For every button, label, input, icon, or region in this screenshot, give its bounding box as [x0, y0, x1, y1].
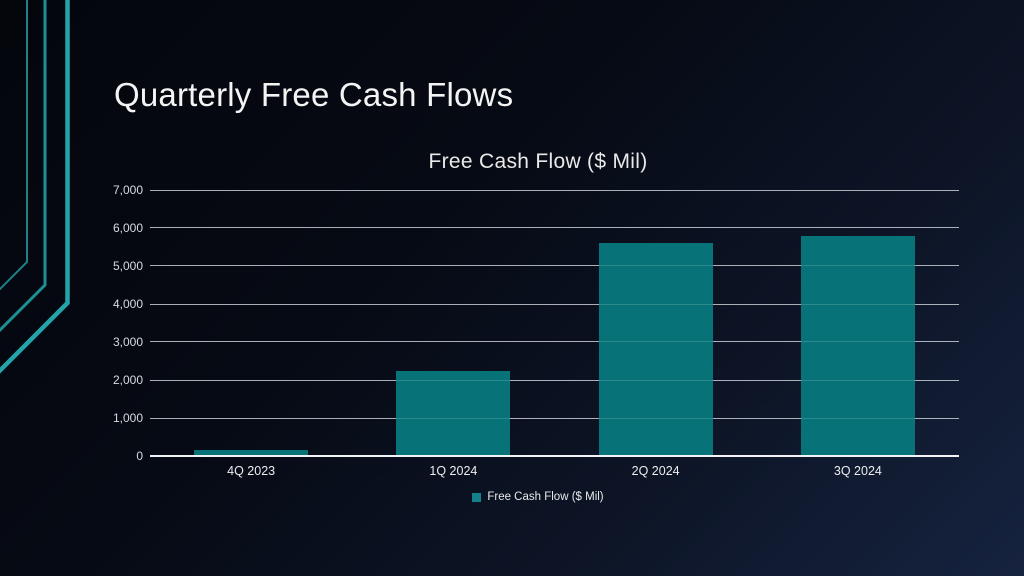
gridline	[150, 227, 959, 229]
legend: Free Cash Flow ($ Mil)	[110, 491, 966, 503]
y-tick-label: 1,000	[112, 411, 143, 425]
x-tick-label: 2Q 2024	[631, 464, 680, 478]
gridline-overlay	[150, 303, 959, 305]
bar-4q-2023	[194, 450, 309, 456]
bar-2q-2024	[598, 243, 713, 456]
accent-line-outer	[0, 0, 70, 374]
bar-3q-2024	[800, 235, 915, 456]
gridline	[150, 417, 959, 419]
y-tick-label: 3,000	[112, 334, 143, 349]
gridline	[150, 189, 959, 191]
bar-1q-2024	[396, 370, 511, 456]
accent-line-inner	[0, 0, 28, 291]
gridline-overlay	[150, 265, 959, 267]
free-cash-flow-chart: Free Cash Flow ($ Mil) 0 1,000 2,000 3,000 4…	[110, 150, 966, 522]
gridline-overlay	[150, 227, 959, 229]
gridline	[150, 379, 959, 381]
y-axis-labels: 0 1,000 2,000 3,000 4,000 5,000 6,000 7,000	[110, 183, 143, 463]
x-axis-line	[150, 455, 959, 457]
plot-area	[150, 189, 959, 457]
y-tick-label: 7,000	[112, 183, 143, 197]
y-tick-label: 0	[136, 449, 143, 463]
y-tick-label: 6,000	[112, 220, 143, 235]
chart-title: Free Cash Flow ($ Mil)	[428, 150, 648, 173]
slide-title: Quarterly Free Cash Flows	[114, 76, 514, 113]
x-tick-label: 3Q 2024	[833, 464, 882, 478]
gridline	[150, 303, 959, 305]
legend-label: Free Cash Flow ($ Mil)	[487, 491, 604, 503]
gridline	[150, 341, 959, 343]
y-tick-label: 2,000	[112, 373, 143, 387]
y-tick-label: 4,000	[112, 297, 143, 311]
legend-marker	[472, 492, 482, 502]
accent-line-mid	[0, 0, 47, 333]
y-tick-label: 5,000	[112, 258, 143, 273]
x-tick-label: 1Q 2024	[429, 464, 478, 478]
gridline-overlay	[150, 341, 959, 343]
x-axis-labels: 4Q 2023 1Q 2024 2Q 2024 3Q 2024	[150, 464, 959, 482]
gridline-overlay	[150, 379, 959, 381]
gridline	[150, 265, 959, 267]
gridline-overlay	[150, 189, 959, 191]
x-tick-label: 4Q 2023	[227, 464, 276, 478]
gridline-overlay	[150, 417, 959, 419]
